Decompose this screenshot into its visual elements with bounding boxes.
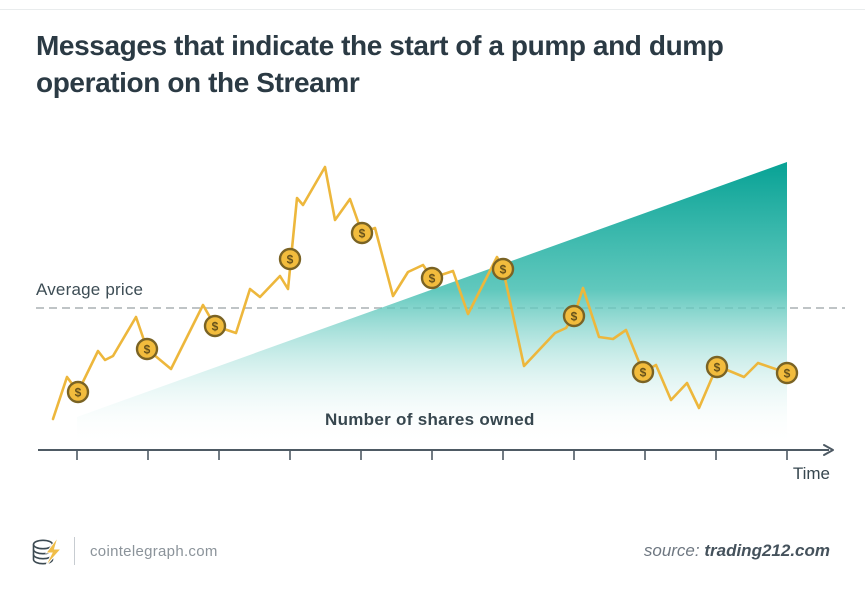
footer: cointelegraph.com source: trading212.com (0, 530, 865, 575)
footer-source: source: trading212.com (644, 541, 830, 561)
coin-icon: $ (420, 266, 444, 290)
coin-icon: $ (775, 361, 799, 385)
cointelegraph-logo-icon (32, 536, 63, 568)
coin-icon: $ (491, 257, 515, 281)
svg-text:$: $ (359, 227, 366, 241)
time-axis-arrow-icon (823, 444, 834, 456)
coin-icon: $ (705, 355, 729, 379)
svg-text:$: $ (640, 366, 647, 380)
svg-text:$: $ (144, 343, 151, 357)
svg-text:$: $ (429, 272, 436, 286)
footer-divider (74, 537, 75, 565)
svg-text:$: $ (500, 263, 507, 277)
coin-icon: $ (135, 337, 159, 361)
footer-source-value: trading212.com (704, 541, 830, 560)
footer-source-prefix: source: (643, 541, 700, 560)
time-axis-label: Time (792, 464, 830, 483)
svg-text:$: $ (75, 386, 82, 400)
svg-text:$: $ (287, 253, 294, 267)
coin-icon: $ (278, 247, 302, 271)
svg-text:$: $ (212, 320, 219, 334)
svg-text:$: $ (714, 361, 721, 375)
top-edge-divider (0, 9, 865, 10)
shares-area (77, 162, 787, 446)
footer-site-text: cointelegraph.com (90, 543, 218, 560)
coin-icon: $ (203, 314, 227, 338)
page-title-line2: operation on the Streamr (36, 67, 360, 98)
coin-icon: $ (350, 221, 374, 245)
price-line (51, 165, 789, 421)
coin-icon: $ (631, 360, 655, 384)
svg-text:$: $ (571, 310, 578, 324)
page-title-line1: Messages that indicate the start of a pu… (36, 30, 724, 61)
page-title: Messages that indicate the start of a pu… (36, 27, 836, 101)
lightning-bolt-icon (44, 536, 63, 568)
average-price-label: Average price (36, 280, 144, 299)
coin-icon: $ (562, 304, 586, 328)
coin-icon: $ (66, 380, 90, 404)
svg-text:$: $ (784, 367, 791, 381)
shares-owned-label: Number of shares owned (325, 410, 535, 429)
